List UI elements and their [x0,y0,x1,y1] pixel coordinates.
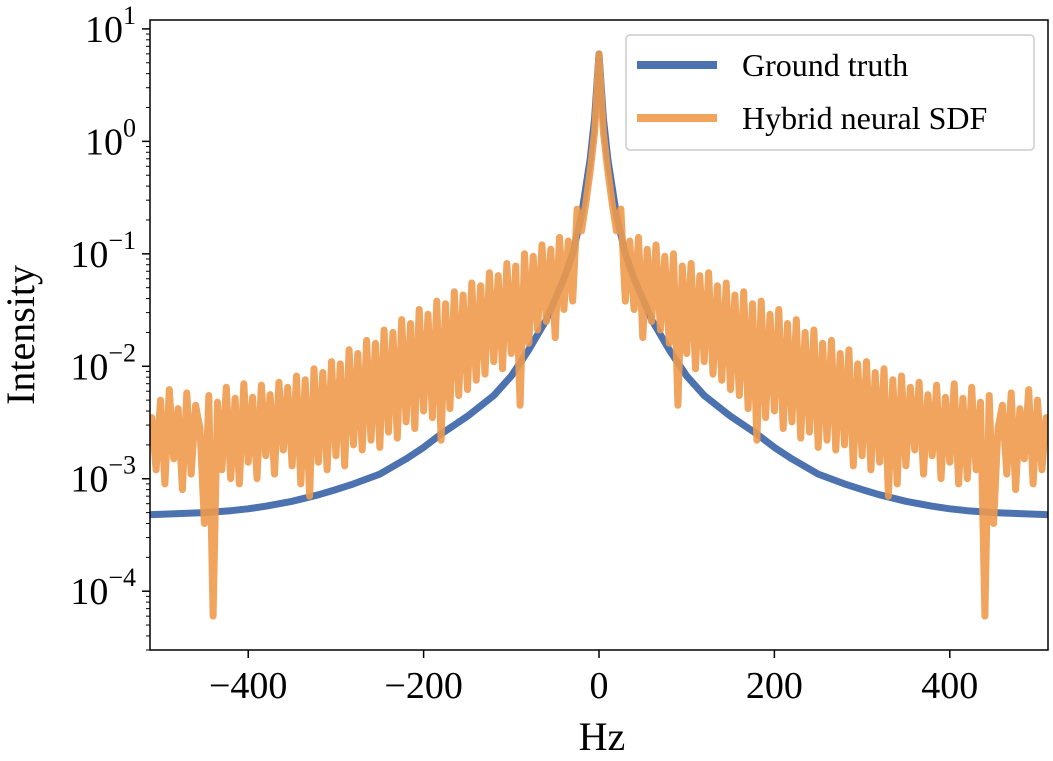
y-tick-label: 10−3 [70,451,136,501]
legend-box [625,34,1035,151]
legend-label-ground-truth: Ground truth [742,47,908,83]
y-tick-label: 100 [85,113,136,163]
y-tick-label: 101 [85,1,136,51]
x-tick-label: 0 [590,665,609,707]
x-tick-label: −200 [384,665,462,707]
y-tick-label: 10−4 [70,563,136,613]
series-layer [150,50,1048,620]
x-axis: −400 −200 0 200 400 [209,650,978,707]
x-tick-label: −400 [209,665,287,707]
x-axis-label: Hz [579,714,626,759]
y-tick-label: 10−2 [70,338,136,388]
y-axis: 10−4 10−3 10−2 10−1 100 101 [70,1,150,651]
x-tick-label: 400 [921,665,978,707]
y-axis-label: Intensity [0,265,43,405]
y-tick-label: 10−1 [70,226,136,276]
legend-label-hybrid-neural-sdf: Hybrid neural SDF [742,100,987,136]
series-line-hybrid-neural-sdf [150,50,1048,620]
legend: Ground truth Hybrid neural SDF [625,34,1035,151]
x-tick-label: 200 [746,665,803,707]
